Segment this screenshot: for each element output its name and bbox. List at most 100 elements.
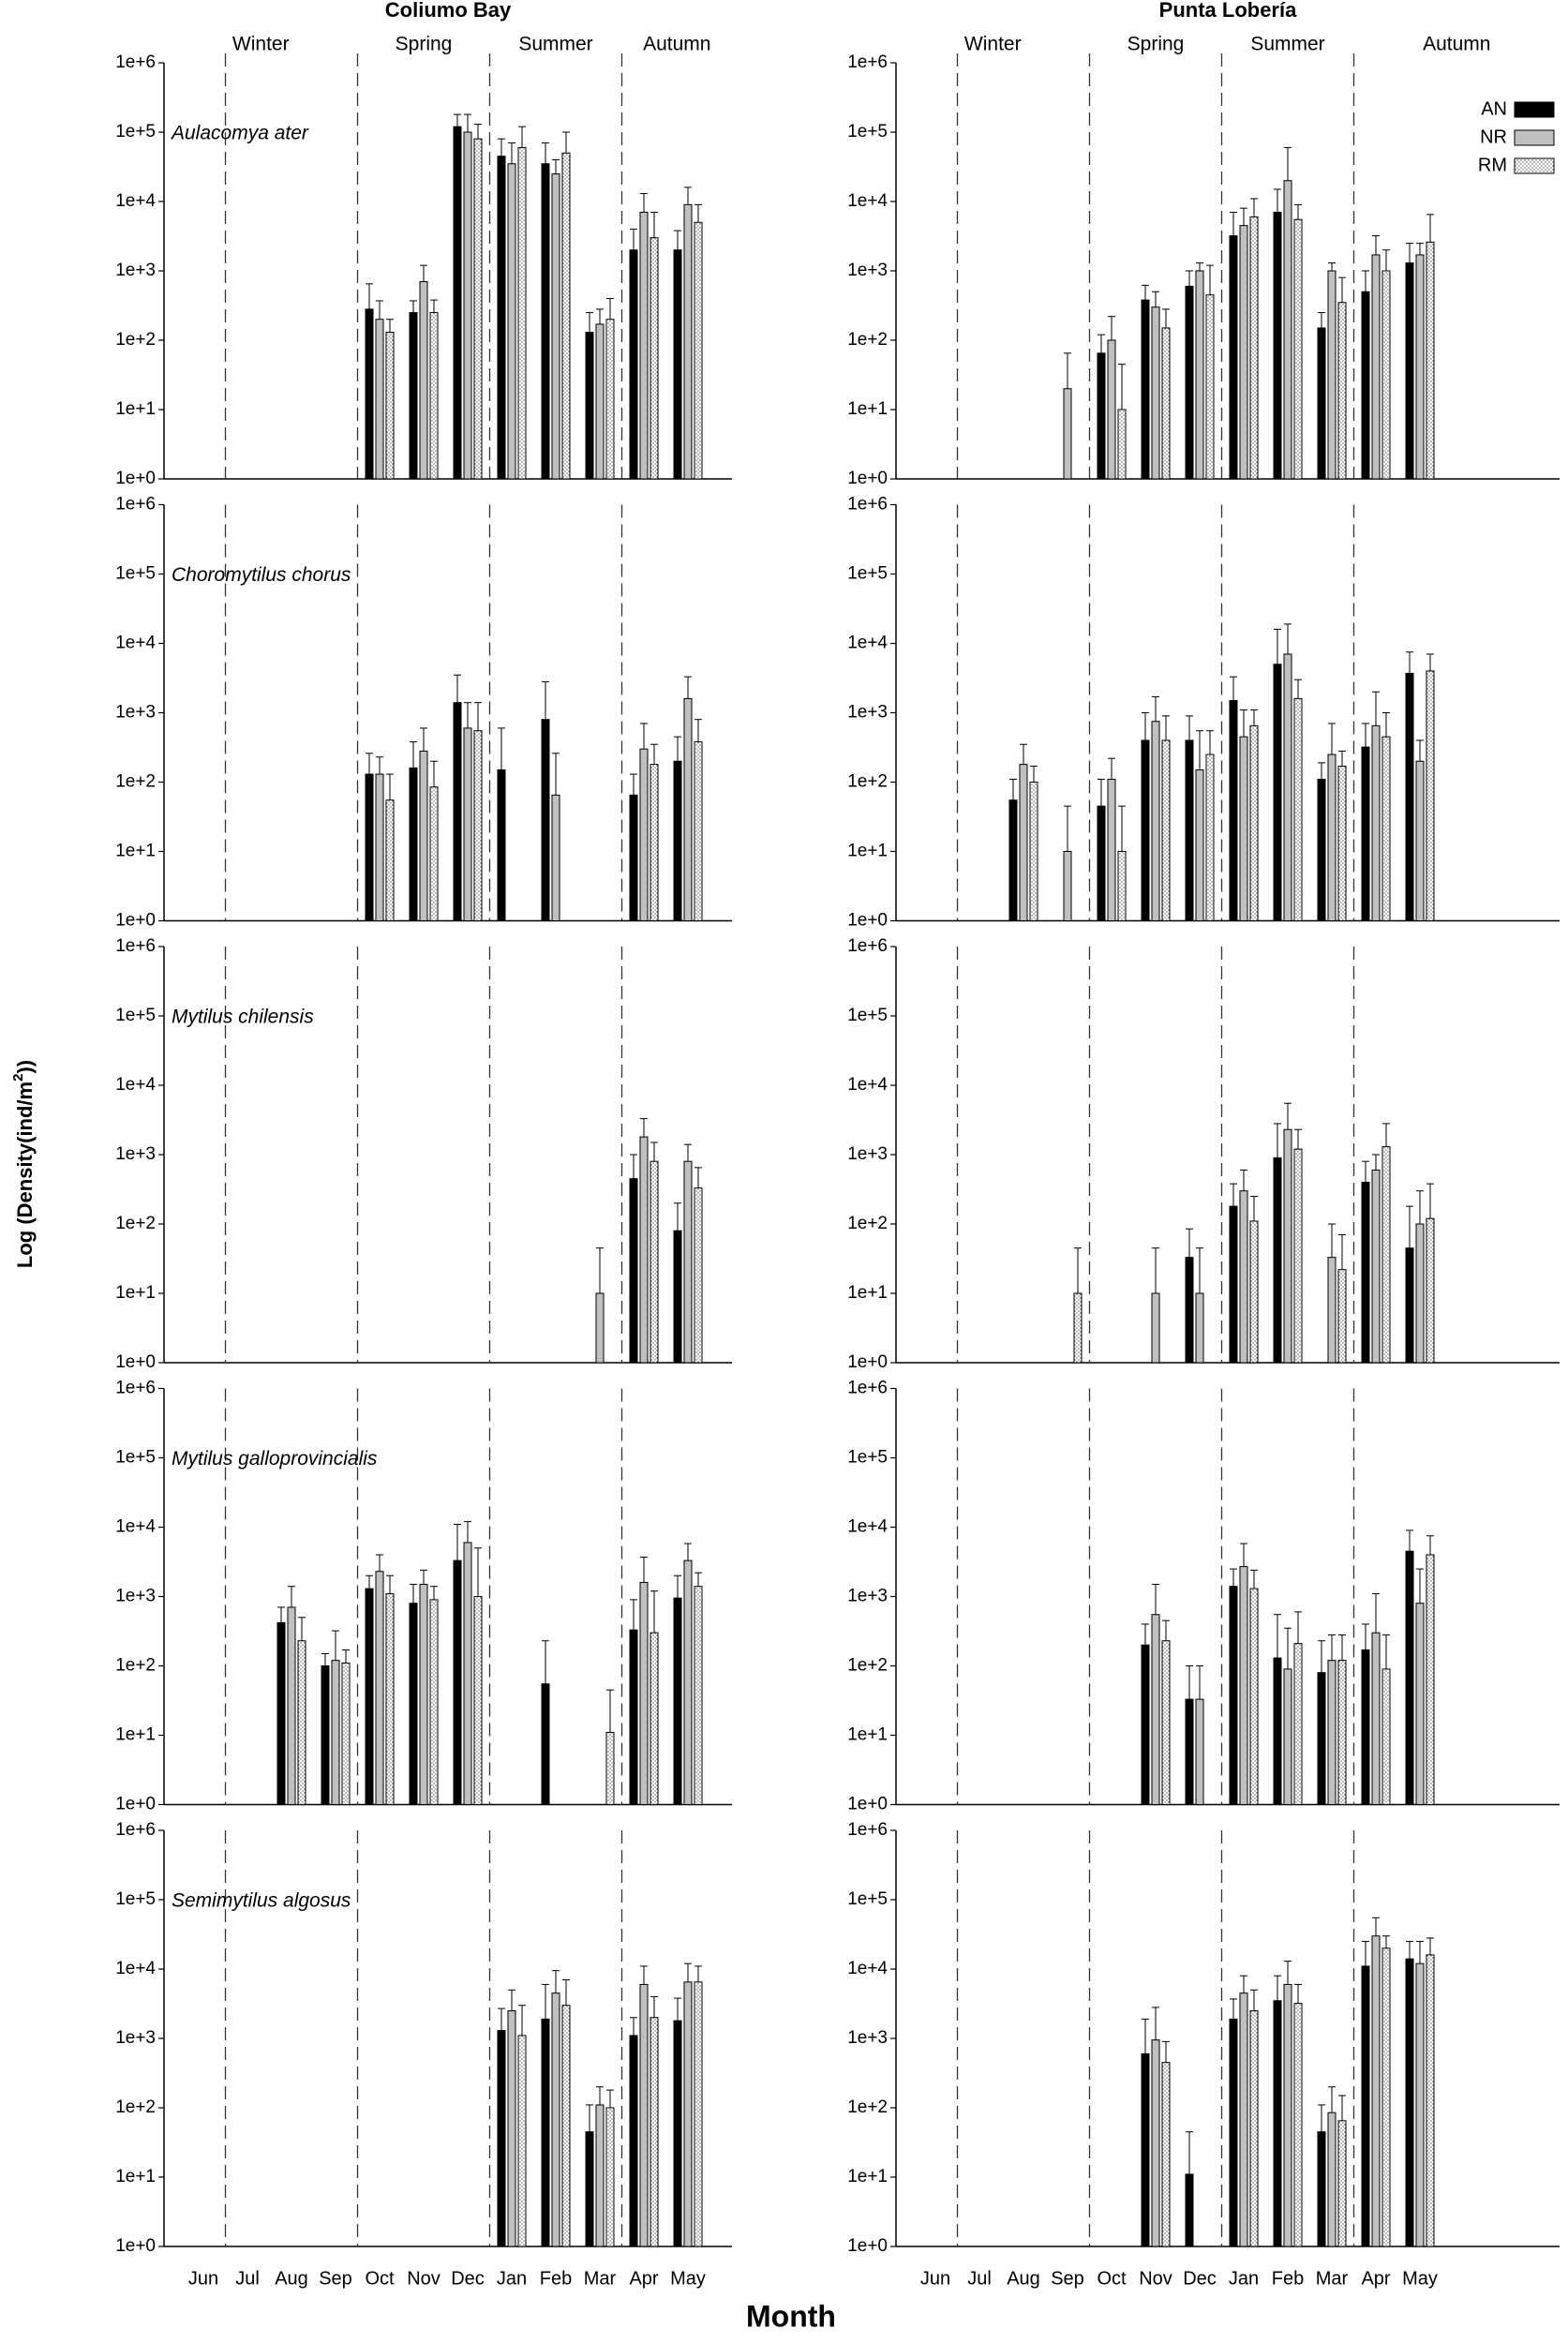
bar <box>1415 1603 1425 1806</box>
y-tick-label: 1e+6 <box>115 936 156 956</box>
bar <box>321 1665 330 1805</box>
species-label: Semimytilus algosus <box>172 1890 351 1912</box>
y-tick-label: 1e+4 <box>115 1517 156 1537</box>
bar <box>1249 724 1259 922</box>
bar <box>1273 1657 1282 1806</box>
bar <box>517 146 527 480</box>
y-tick-label: 1e+2 <box>847 1214 888 1233</box>
panel-title: Coliumo Bay <box>385 0 512 22</box>
x-tick-label: Dec <box>451 2268 485 2289</box>
x-tick-label: Jun <box>920 2268 950 2289</box>
bar <box>1337 302 1347 480</box>
bar <box>561 152 571 480</box>
bar <box>585 2131 594 2247</box>
bar <box>1029 782 1038 921</box>
bar <box>1195 769 1204 921</box>
y-tick-label: 1e+0 <box>115 1352 156 1372</box>
bar <box>365 308 374 480</box>
y-tick-label: 1e+5 <box>115 122 156 142</box>
y-tick-label: 1e+3 <box>847 703 888 723</box>
x-tick-label: Jul <box>967 2268 992 2289</box>
bar <box>1107 778 1116 922</box>
season-label: Autumn <box>1423 34 1490 55</box>
bar <box>595 2104 605 2247</box>
y-tick-label: 1e+5 <box>115 1889 156 1909</box>
y-tick-label: 1e+1 <box>115 842 156 861</box>
x-axis-label: Month <box>746 2299 836 2333</box>
bar <box>409 767 418 922</box>
bar <box>1195 1698 1204 1806</box>
x-tick-label: Apr <box>1361 2268 1390 2289</box>
y-tick-label: 1e+4 <box>115 191 156 211</box>
y-tick-label: 1e+0 <box>847 1352 888 1372</box>
x-tick-label: Nov <box>407 2268 441 2289</box>
legend-swatch <box>1514 129 1555 146</box>
bar <box>1327 2112 1337 2247</box>
bar <box>1117 409 1127 480</box>
y-tick-label: 1e+6 <box>847 936 888 956</box>
x-tick-label: Jul <box>235 2268 260 2289</box>
y-tick-label: 1e+5 <box>115 564 156 584</box>
bar <box>1371 1169 1381 1364</box>
bar <box>639 211 649 480</box>
bar <box>1426 241 1435 480</box>
y-axis-label-sup: 2 <box>10 1074 26 1082</box>
x-tick-label: Jun <box>188 2268 218 2289</box>
bar <box>629 2035 638 2247</box>
bar <box>409 312 418 480</box>
y-tick-label: 1e+6 <box>847 52 888 72</box>
y-tick-label: 1e+0 <box>847 469 888 488</box>
y-tick-label: 1e+3 <box>847 1587 888 1606</box>
bar <box>1107 339 1116 480</box>
bar <box>694 1586 703 1805</box>
bar <box>463 727 472 921</box>
bar <box>1405 672 1414 921</box>
bar <box>1063 388 1072 480</box>
bar <box>1097 352 1106 480</box>
bar <box>1283 653 1292 922</box>
bar <box>650 764 659 922</box>
y-tick-label: 1e+6 <box>115 1379 156 1398</box>
bar <box>453 126 462 480</box>
y-axis-label-end: )) <box>13 1060 37 1074</box>
bar <box>1381 1146 1391 1364</box>
bar <box>1405 1550 1414 1805</box>
bar <box>1361 1649 1370 1805</box>
y-tick-label: 1e+6 <box>847 1820 888 1840</box>
y-tick-label: 1e+2 <box>847 1656 888 1676</box>
y-tick-label: 1e+5 <box>847 1889 888 1909</box>
y-tick-label: 1e+1 <box>115 399 156 419</box>
bar <box>1293 2003 1303 2247</box>
bar <box>1185 739 1194 922</box>
bar <box>551 173 560 480</box>
bar <box>1381 736 1391 922</box>
y-tick-label: 1e+4 <box>847 191 888 211</box>
y-tick-label: 1e+2 <box>115 330 156 350</box>
bar <box>1293 218 1303 480</box>
species-label: Mytilus chilensis <box>172 1007 314 1028</box>
bar <box>673 1597 682 1805</box>
bar <box>1195 1292 1204 1364</box>
bar <box>1405 1958 1414 2247</box>
bar <box>629 1629 638 1806</box>
bar <box>1151 2039 1160 2247</box>
bar <box>541 163 550 480</box>
bar <box>629 1178 638 1364</box>
bar <box>365 773 374 921</box>
x-tick-label: Aug <box>275 2268 308 2289</box>
bar <box>1229 1586 1238 1805</box>
y-tick-label: 1e+3 <box>115 2028 156 2048</box>
bar <box>694 741 703 921</box>
bar <box>1283 1128 1292 1364</box>
bar <box>1337 1660 1347 1806</box>
bar <box>1293 1148 1303 1364</box>
y-tick-label: 1e+2 <box>115 2097 156 2117</box>
bar <box>1371 1632 1381 1805</box>
bar <box>1161 1640 1171 1806</box>
bar <box>1063 851 1072 921</box>
bar <box>585 332 594 480</box>
bar <box>1185 1698 1194 1806</box>
x-tick-label: Feb <box>540 2268 572 2289</box>
y-tick-label: 1e+1 <box>115 1725 156 1745</box>
